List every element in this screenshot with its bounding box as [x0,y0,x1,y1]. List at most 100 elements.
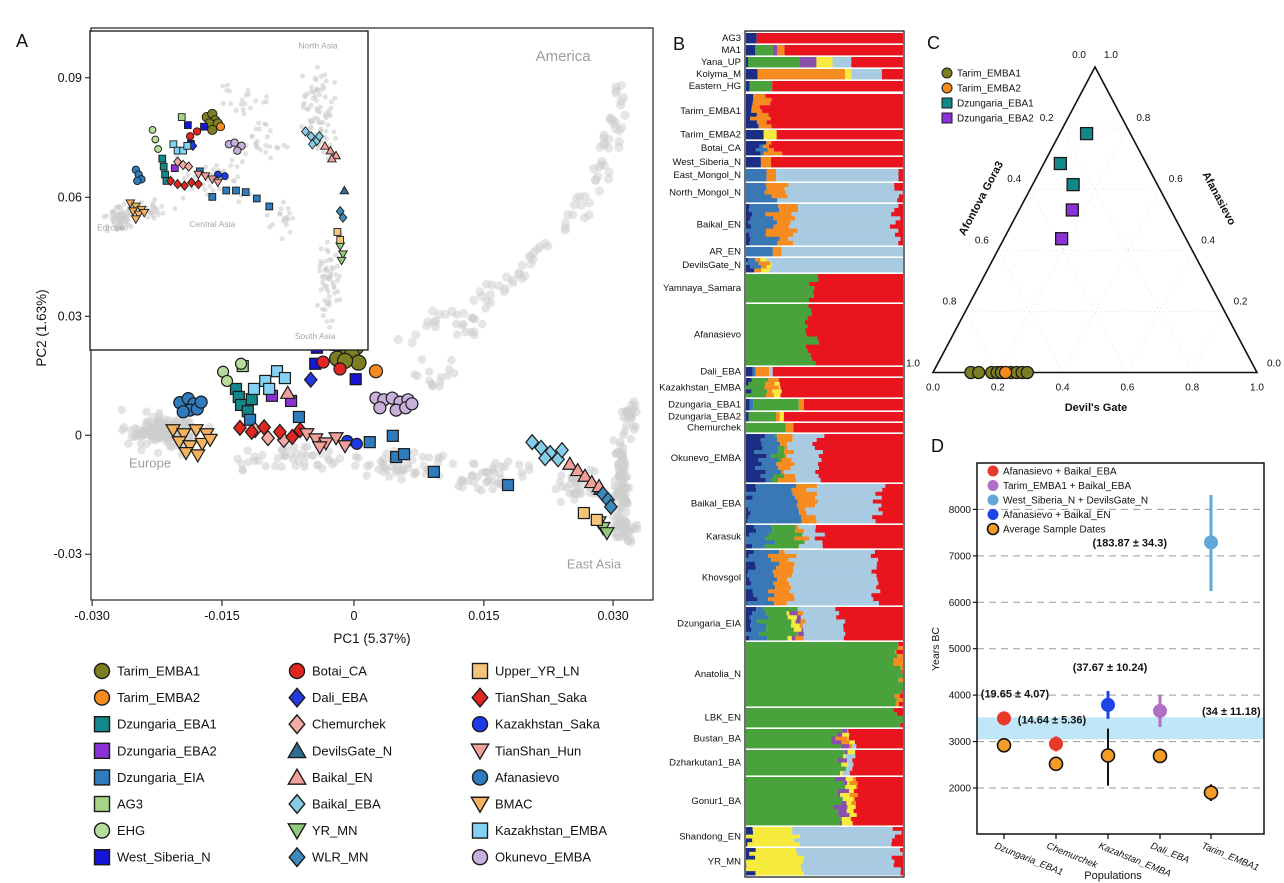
scatter-point-West_Siberia_N [349,373,362,386]
admixture-segment [755,871,804,876]
gray-point [230,178,236,184]
inset-point-Baikal_EBA [314,130,324,142]
admixture-segment [746,646,898,651]
legend-label: Afanasievo [495,770,559,785]
admixture-segment [791,585,877,590]
gray-point [332,290,338,296]
inset-point-Kazakhstan_Saka [220,172,229,181]
admixture-segment [789,589,881,594]
inset-point-TianShan_Saka [166,175,176,187]
panel-c-right-axis-title: Afanasievo [1200,170,1238,228]
inset-point-Baikal_EN [325,145,336,155]
admixture-segment [795,619,801,624]
admixture-segment [750,511,800,516]
scatter-points-main [165,317,618,541]
admixture-segment [750,236,780,242]
gray-point [233,107,239,113]
gray-point [145,214,151,220]
gray-point [317,109,323,115]
inset-point-TianShan_Saka [173,178,183,190]
gray-point [264,94,270,100]
bottom-axis-tick-label: 0.8 [1185,383,1199,394]
admixture-segment [746,169,767,182]
population-label: Dzungaria_EBA1 [668,400,741,411]
admixture-segment [746,821,841,826]
ternary-gridline [1062,127,1193,373]
gray-point [411,330,421,340]
admixture-segment [756,33,903,44]
admixture-segment [756,528,773,534]
admixture-segment [746,484,756,489]
admixture-segment [750,224,774,229]
admixture-block-East_Mongol_N [746,169,903,182]
admixture-segment [778,204,799,209]
y-tick-label: 0.06 [58,190,82,204]
panel-d-letter: D [931,436,944,456]
gray-point [318,287,324,293]
gray-point [104,228,110,234]
admixture-segment [760,474,774,479]
population-label: AR_EN [709,247,741,258]
admixture-segment [771,525,797,530]
scatter-point-Baikal_EBA [538,449,553,467]
admixture-segment [810,352,903,358]
admixture-date-point [1153,703,1167,718]
admixture-segment [755,148,768,152]
gray-point [325,249,331,255]
admixture-segment [843,635,903,641]
gray-point [326,294,332,300]
admixture-segment [788,236,901,242]
gray-point [277,462,286,472]
admixture-segment [847,750,856,755]
admixture-segment [746,148,756,152]
gray-point [495,469,505,478]
gray-point [275,145,281,151]
admixture-segment [746,750,845,755]
admixture-segment [781,247,903,257]
gray-point [308,102,314,108]
admixture-segment [849,789,854,794]
gray-point [299,124,305,130]
admixture-segment [746,265,751,269]
admixture-segment [885,484,903,489]
inset-point-EHG [151,135,160,144]
legend-marker-WLR_MN [288,846,306,868]
admixture-segment [794,536,810,541]
scatter-point-TianShan_Hun [337,440,354,454]
admixture-segment [752,212,766,217]
admixture-segment [751,378,769,383]
admixture-segment [814,446,903,451]
population-label: LBK_EN [705,713,742,724]
gray-point [327,257,333,263]
panel-a-xaxis-title: PC1 (5.37%) [333,631,410,646]
gray-point [264,212,270,218]
panel-d-legend-marker [987,465,999,477]
legend-marker-Kazakhstan_Saka [471,716,489,733]
admixture-segment [757,69,846,80]
gray-point [323,258,329,264]
admixture-segment [746,532,750,537]
admixture-segment [751,619,758,624]
inset-point-BMAC [133,210,144,220]
scatter-point-Baikal_EBA [554,441,569,459]
population-label: Bustan_BA [693,734,741,745]
gray-point [250,456,259,466]
sample-date-point [1100,748,1116,763]
gray-point [202,186,208,192]
gray-point [543,241,553,251]
admixture-segment [780,442,788,447]
admixture-segment [804,855,892,860]
admixture-segment [900,216,903,221]
admixture-segment [900,871,903,876]
admixture-segment [746,863,801,868]
admixture-segment [834,777,846,782]
admixture-segment [898,642,903,647]
admixture-segment [746,569,749,574]
admixture-segment [746,553,749,559]
panel-c-letter: C [927,33,940,53]
legend-label: Dali_EBA [312,690,368,705]
admixture-segment [746,348,808,354]
admixture-segment [801,519,817,524]
gray-point [499,286,509,297]
gray-point [525,465,534,475]
